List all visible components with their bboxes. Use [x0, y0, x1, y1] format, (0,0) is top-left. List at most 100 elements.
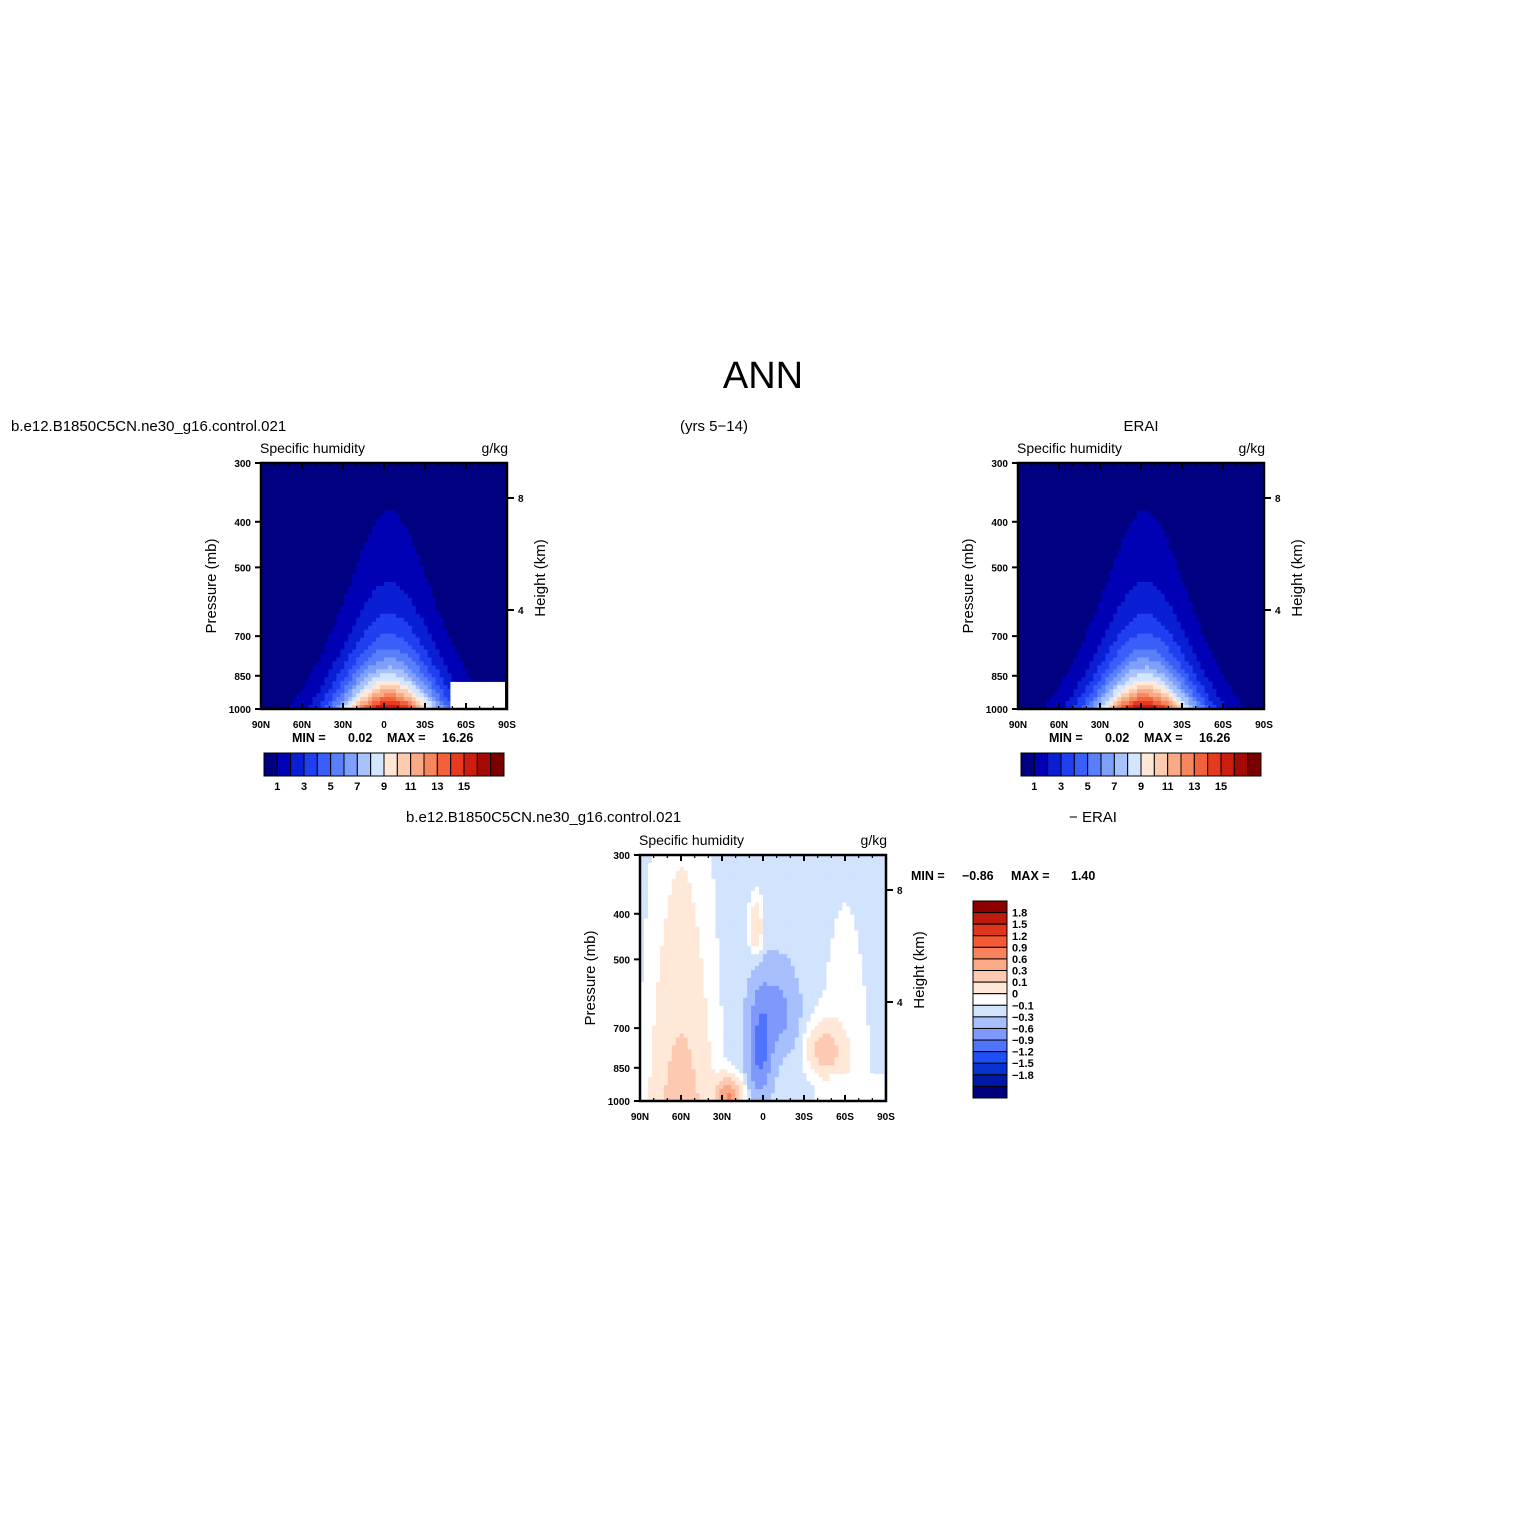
contour-cell — [364, 566, 369, 571]
contour-cell — [1065, 482, 1071, 488]
contour-cell — [324, 466, 330, 472]
contour-cell — [261, 530, 266, 536]
contour-cell — [368, 641, 373, 647]
contour-cell — [261, 653, 266, 659]
contour-cell — [376, 482, 381, 488]
contour-cell — [1168, 482, 1174, 488]
contour-cell — [312, 637, 318, 643]
contour-cell — [1236, 474, 1241, 480]
contour-cell — [1105, 470, 1110, 476]
contour-cell — [475, 466, 480, 472]
contour-cell — [268, 478, 274, 484]
contour-cell — [264, 570, 270, 575]
contour-cell — [403, 697, 409, 702]
contour-cell — [475, 530, 480, 536]
contour-cell — [1073, 482, 1079, 488]
contour-cell — [391, 629, 397, 635]
contour-cell — [439, 498, 445, 504]
contour-cell — [467, 665, 472, 670]
contour-cell — [312, 593, 318, 599]
contour-cell — [324, 562, 330, 567]
contour-cell — [368, 621, 373, 627]
contour-cell — [1125, 466, 1130, 472]
contour-cell — [399, 538, 405, 543]
contour-cell — [1180, 486, 1186, 492]
contour-cell — [451, 601, 457, 607]
contour-cell — [1065, 498, 1071, 504]
contour-cell — [272, 466, 278, 472]
contour-cell — [415, 570, 421, 575]
contour-cell — [296, 558, 302, 563]
contour-cell — [308, 705, 314, 710]
contour-cell — [1148, 510, 1154, 516]
contour-cell — [435, 609, 441, 615]
contour-cell — [292, 506, 298, 512]
contour-cell — [344, 550, 349, 555]
contour-cell — [276, 498, 282, 504]
contour-cell — [415, 617, 421, 623]
contour-cell — [1077, 502, 1083, 508]
contour-cell — [475, 522, 480, 528]
contour-cell — [340, 498, 345, 504]
contour-cell — [384, 673, 389, 678]
panel-left-title: Specific humidity — [260, 440, 365, 456]
contour-cell — [415, 701, 421, 706]
contour-cell — [348, 657, 353, 662]
contour-cell — [312, 498, 318, 504]
contour-cell — [264, 554, 270, 559]
contour-cell — [372, 558, 377, 563]
contour-cell — [1260, 490, 1265, 496]
contour-cell — [439, 538, 445, 543]
contour-cell — [503, 538, 508, 543]
contour-cell — [1105, 463, 1110, 468]
contour-cell — [268, 570, 274, 575]
contour-cell — [503, 542, 508, 547]
contour-cell — [1029, 510, 1035, 516]
contour-cell — [431, 518, 437, 524]
contour-cell — [1176, 502, 1182, 508]
contour-cell — [276, 593, 282, 599]
contour-cell — [280, 582, 286, 587]
contour-cell — [1208, 518, 1214, 524]
contour-cell — [487, 661, 492, 666]
contour-cell — [348, 613, 353, 619]
contour-cell — [463, 542, 468, 547]
contour-cell — [1137, 526, 1142, 532]
contour-cell — [1212, 514, 1217, 520]
contour-cell — [324, 566, 330, 571]
contour-cell — [1228, 466, 1233, 472]
contour-cell — [455, 641, 460, 647]
contour-cell — [431, 625, 437, 631]
contour-cell — [387, 633, 393, 639]
contour-cell — [495, 530, 500, 536]
contour-cell — [300, 677, 306, 682]
contour-cell — [415, 641, 421, 647]
contour-cell — [360, 582, 365, 587]
contour-cell — [1180, 494, 1186, 500]
contour-cell — [384, 570, 389, 575]
contour-cell — [447, 693, 453, 698]
contour-cell — [380, 657, 385, 662]
contour-cell — [503, 510, 508, 516]
contour-cell — [300, 490, 306, 496]
contour-cell — [471, 641, 476, 647]
contour-cell — [336, 633, 341, 639]
contour-cell — [1168, 486, 1174, 492]
contour-cell — [1073, 490, 1079, 496]
contour-cell — [356, 526, 361, 532]
contour-cell — [431, 697, 437, 702]
contour-cell — [276, 705, 282, 710]
contour-cell — [1172, 506, 1178, 512]
contour-cell — [1037, 478, 1043, 484]
contour-cell — [439, 593, 445, 599]
contour-cell — [499, 502, 504, 508]
contour-cell — [387, 657, 393, 662]
contour-cell — [471, 629, 476, 635]
contour-cell — [316, 482, 322, 488]
contour-cell — [427, 502, 433, 508]
contour-cell — [1192, 466, 1198, 472]
contour-cell — [1081, 466, 1087, 472]
contour-cell — [276, 574, 282, 579]
contour-cell — [451, 526, 457, 532]
contour-cell — [1097, 494, 1102, 500]
